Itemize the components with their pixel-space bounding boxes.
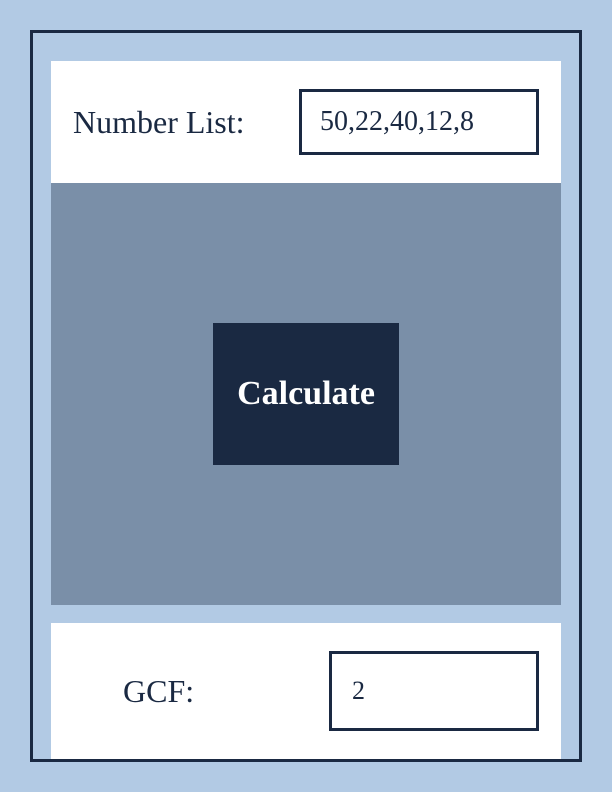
number-list-label: Number List:	[73, 104, 245, 141]
gcf-output: 2	[329, 651, 539, 731]
inner-frame: Number List: 50,22,40,12,8 Calculate GCF…	[30, 30, 582, 762]
gcf-label: GCF:	[73, 673, 194, 710]
middle-section: Calculate	[51, 183, 561, 605]
number-list-input[interactable]: 50,22,40,12,8	[299, 89, 539, 155]
calculate-button[interactable]: Calculate	[213, 323, 399, 465]
outer-frame: Number List: 50,22,40,12,8 Calculate GCF…	[0, 0, 612, 792]
output-row: GCF: 2	[51, 623, 561, 759]
input-row: Number List: 50,22,40,12,8	[51, 61, 561, 183]
